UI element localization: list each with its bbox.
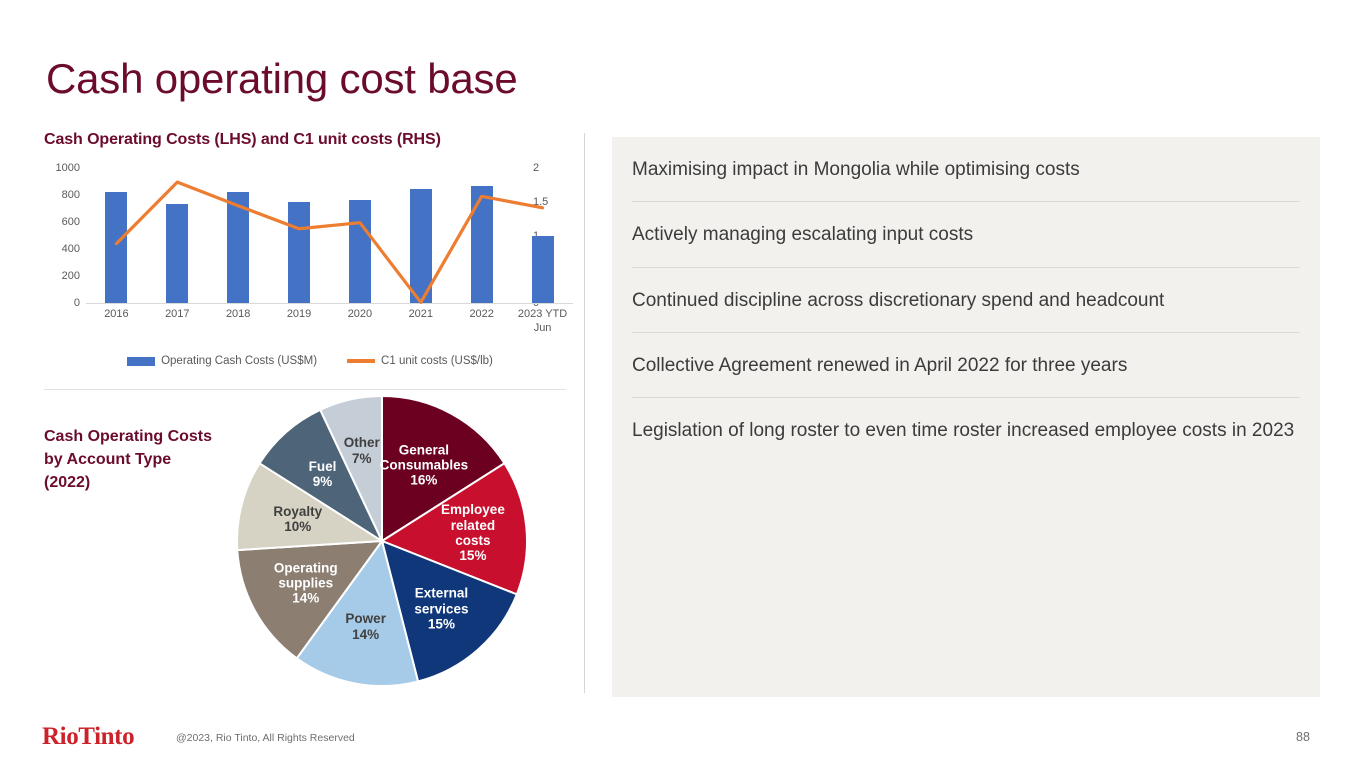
pie-chart: General Consumables 16% Employee related cost… — [236, 395, 528, 687]
x-axis-tick: 2019 — [286, 308, 312, 320]
x-axis-tick: 2022 — [469, 308, 494, 320]
x-axis-tick: 2017 — [165, 308, 190, 320]
highlight-item: Legislation of long roster to even time … — [632, 397, 1300, 462]
pie-slice — [236, 539, 385, 660]
column-divider — [584, 133, 585, 693]
y-axis-left-tick: 600 — [61, 216, 80, 228]
x-axis-tick: 2018 — [225, 308, 251, 320]
y-axis-left-tick: 1000 — [55, 162, 80, 174]
legend-label: Operating Cash Costs (US$M) — [161, 355, 318, 367]
bar — [105, 192, 128, 303]
bar — [348, 199, 371, 303]
x-axis-tick: 2021 — [408, 308, 434, 320]
x-axis-tick: 2020 — [347, 308, 373, 320]
legend-item: Operating Cash Costs (US$M) — [127, 355, 317, 367]
c1-unit-cost-line — [86, 168, 573, 303]
copyright-text: @2023, Rio Tinto, All Rights Reserved — [176, 732, 355, 744]
highlights-panel: Maximising impact in Mongolia while opti… — [612, 137, 1320, 697]
legend-item: C1 unit costs (US$/lb) — [347, 355, 493, 367]
highlight-item: Maximising impact in Mongolia while opti… — [632, 159, 1080, 180]
pie-slice — [379, 461, 528, 596]
highlight-item: Collective Agreement renewed in April 20… — [632, 331, 1300, 397]
y-axis-left: 0 200 400 600 800 1000 — [40, 162, 86, 309]
highlight-item: Actively managing escalating input costs — [632, 201, 1300, 266]
x-axis-tick: 2023 YTD Jun — [517, 308, 568, 334]
bar-group — [452, 168, 512, 303]
bar-group — [391, 168, 451, 303]
pie-slice — [381, 395, 506, 543]
bar — [227, 192, 250, 303]
y-axis-left-tick: 200 — [61, 270, 80, 282]
bar — [531, 236, 554, 303]
page-title: Cash operating cost base — [46, 55, 518, 102]
legend-label: C1 unit costs (US$/lb) — [381, 355, 493, 367]
y-axis-left-tick: 400 — [61, 243, 80, 255]
y-axis-left-tick: 800 — [61, 189, 80, 201]
pie-slice — [236, 461, 386, 552]
line-path — [116, 182, 542, 302]
bar-group — [147, 168, 207, 303]
pie-slice — [295, 538, 420, 687]
pie-slice — [380, 539, 519, 683]
rio-tinto-logo: RioTinto — [42, 723, 135, 750]
pie-svg — [236, 395, 528, 687]
y-axis-right-tick: 1.5 — [533, 195, 549, 208]
y-axis-right-tick: 2 — [533, 162, 540, 174]
bar — [166, 204, 189, 303]
bar-group — [513, 168, 573, 303]
y-axis-right-tick: 1 — [533, 230, 539, 242]
bar-group — [330, 168, 390, 303]
legend-swatch — [347, 359, 376, 363]
axis-baseline — [86, 303, 573, 304]
section-divider — [44, 389, 566, 390]
page-number: 88 — [1296, 730, 1310, 744]
bar-group — [86, 168, 146, 303]
highlight-item: Continued discipline across discretionar… — [632, 266, 1300, 332]
x-axis-tick: 2016 — [104, 308, 129, 320]
bar-chart-title: Cash Operating Costs (LHS) and C1 unit c… — [44, 131, 441, 148]
pie-chart-title: Cash Operating Costs by Account Type (20… — [44, 428, 213, 492]
chart-legend: Operating Cash Costs (US$M) C1 unit costs… — [40, 355, 580, 367]
pie-slice — [318, 395, 383, 542]
bar — [409, 188, 432, 303]
bar — [470, 185, 493, 303]
pie-slice — [258, 408, 385, 544]
bar-group — [208, 168, 268, 303]
legend-swatch — [127, 356, 156, 366]
y-axis-left-tick: 0 — [73, 297, 80, 309]
